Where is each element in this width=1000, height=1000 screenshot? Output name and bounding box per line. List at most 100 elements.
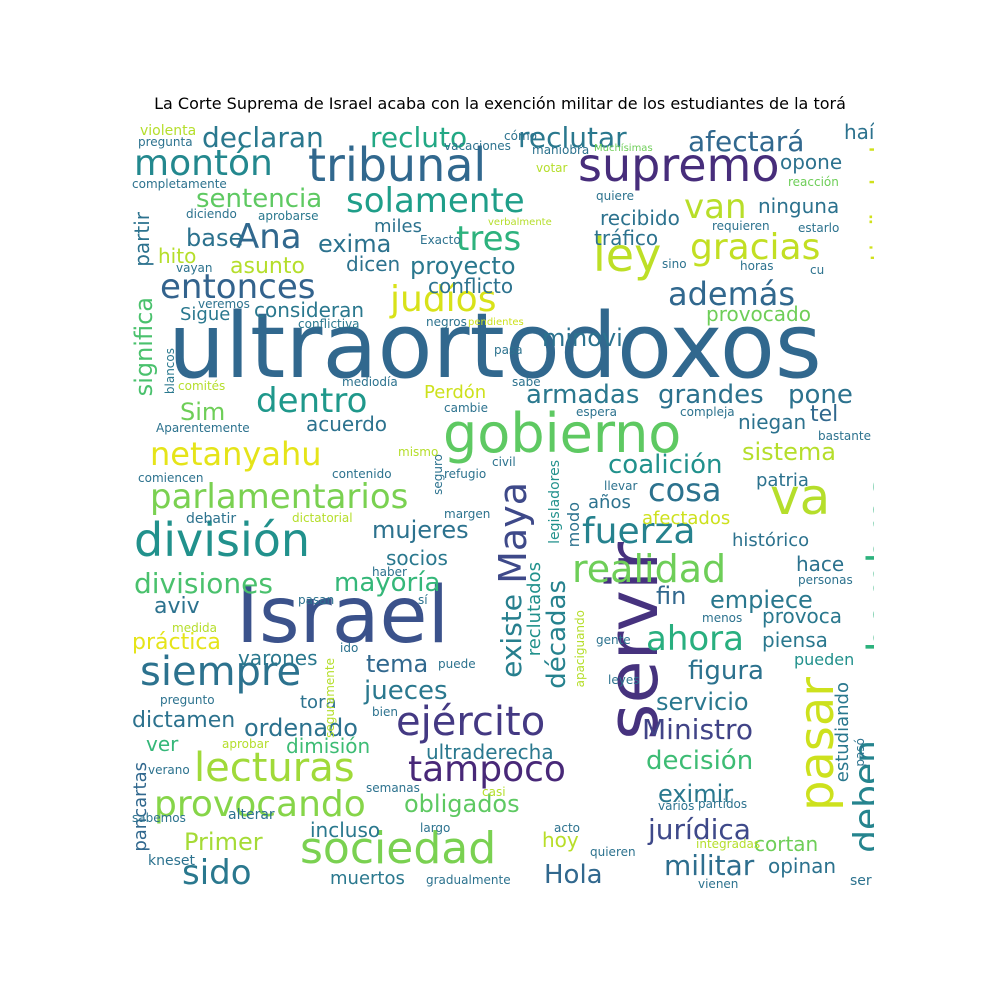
word-judios: judíos — [390, 279, 497, 320]
word-base: base — [186, 224, 244, 252]
word-sim: Sim — [180, 398, 226, 426]
word-vayan: vayan — [176, 261, 213, 275]
word-partir: partir — [130, 212, 154, 267]
word-gobierno: gobierno — [443, 402, 682, 465]
word-ministro: Ministro — [642, 713, 754, 746]
word-requieren: requieren — [712, 219, 770, 233]
word-figura: figura — [688, 656, 764, 686]
word-comiencen: comiencen — [138, 471, 204, 485]
word-obligados: obligados — [404, 790, 520, 818]
word-primer: Primer — [184, 828, 263, 856]
word-contenido: contenido — [332, 467, 392, 481]
word-leyes: leyes — [608, 673, 640, 687]
word-estarlo: estarlo — [798, 221, 840, 235]
word-fin: fin — [656, 582, 687, 610]
word-cortan: cortan — [754, 832, 819, 856]
word-piensa: piensa — [762, 628, 828, 652]
word-aparentemente: Aparentemente — [156, 421, 250, 435]
word-bien: bien — [372, 705, 398, 719]
word-cu: cu — [810, 263, 825, 277]
word-gente: gente — [596, 633, 631, 647]
word-apaciguando: apaciguando — [573, 610, 587, 688]
word-ser: ser — [850, 873, 872, 889]
word-comites: comités — [178, 379, 226, 393]
word-fuerza: fuerza — [582, 511, 696, 552]
word-decadas: décadas — [542, 580, 572, 689]
word-civil: civil — [492, 455, 516, 469]
word-aprobarse: aprobarse — [258, 209, 319, 223]
word-ordenado: ordenado — [244, 714, 358, 742]
word-asunto: asunto — [230, 254, 305, 279]
word-parlamentarios: parlamentarios — [150, 477, 409, 517]
word-modo: modo — [564, 502, 583, 548]
word-lecturas: lecturas — [194, 745, 355, 791]
word-sabe: sabe — [512, 375, 541, 389]
word-tampoco: tampoco — [408, 749, 566, 790]
word-vacaciones: vacaciones — [444, 139, 511, 153]
word-recluto: recluto — [370, 122, 468, 154]
word-empiece: empiece — [710, 586, 813, 614]
word-pasan: pasan — [298, 593, 335, 607]
word-ultraortodoxos: ultraortodoxos — [168, 294, 822, 399]
word-margen: margen — [444, 507, 491, 521]
word-anos: años — [588, 492, 631, 513]
word-aprobar: aprobar — [222, 737, 269, 751]
word-practica: práctica — [132, 630, 221, 655]
word-historico: histórico — [732, 530, 810, 551]
word-sido: sido — [182, 853, 252, 892]
word-haber: haber — [372, 565, 407, 579]
word-exacto: Exacto — [420, 233, 461, 247]
word-gradualmente: gradualmente — [426, 873, 511, 887]
word-ley: ley — [593, 228, 662, 282]
word-sigue: Sigue — [180, 304, 231, 325]
word-paso: pasó — [853, 738, 867, 767]
word-mujeres: mujeres — [372, 516, 469, 544]
word-hola: Hola — [544, 860, 603, 890]
word-largo: largo — [420, 821, 451, 835]
word-realidad: realidad — [572, 547, 727, 591]
word-reaccion: reacción — [788, 175, 839, 189]
word-divisiones: divisiones — [134, 567, 273, 600]
word-supremo: supremo — [578, 138, 780, 192]
word-personas: personas — [798, 573, 853, 587]
word-acuerdo: acuerdo — [306, 412, 388, 436]
word-tora: tora — [300, 692, 337, 713]
word-casi: casi — [482, 785, 506, 799]
word-existe: existe — [495, 594, 528, 678]
word-pendientes: pendientes — [468, 317, 524, 328]
word-socios: socios — [386, 546, 448, 570]
word-patria: patria — [756, 470, 809, 491]
word-opone: opone — [780, 150, 843, 174]
word-juridica: jurídica — [648, 813, 751, 846]
word-proyecto: proyecto — [410, 252, 516, 280]
word-seguro: seguro — [431, 454, 445, 495]
word-afectados: afectados — [642, 508, 731, 529]
word-violenta: violenta — [140, 123, 197, 139]
word-cloud: ultraortodoxos Israel servir gobierno tribun… — [128, 122, 874, 892]
word-pone: pone — [788, 380, 853, 410]
word-ido: ido — [340, 641, 359, 655]
word-cambie: cambie — [444, 401, 488, 415]
word-solamente: solamente — [346, 181, 525, 221]
word-sociedad: sociedad — [300, 823, 497, 874]
word-refugio: refugio — [444, 467, 487, 481]
word-ver: ver — [146, 732, 179, 756]
word-si: sí — [418, 593, 428, 607]
word-eximir: eximir — [658, 780, 734, 808]
word-aviv: aviv — [154, 594, 200, 619]
word-sistema: sistema — [742, 438, 836, 466]
word-muchisimas: Muchísimas — [594, 143, 653, 154]
word-minovi: minovi — [542, 324, 623, 352]
word-ademas: además — [668, 275, 796, 313]
word-servicio: servicio — [656, 688, 749, 716]
word-sentencia: sentencia — [196, 184, 323, 214]
word-militar: militar — [664, 849, 755, 882]
word-conflictiva: conflictiva — [298, 317, 360, 331]
word-antiguedad: antigüedad — [866, 146, 874, 294]
word-varios: varios — [658, 799, 695, 813]
word-diciendo: diciendo — [186, 207, 237, 221]
word-exima: exima — [318, 230, 392, 258]
word-pueden: pueden — [794, 650, 855, 669]
word-provoca: provoca — [762, 604, 843, 628]
word-debatir: debatir — [186, 511, 237, 527]
